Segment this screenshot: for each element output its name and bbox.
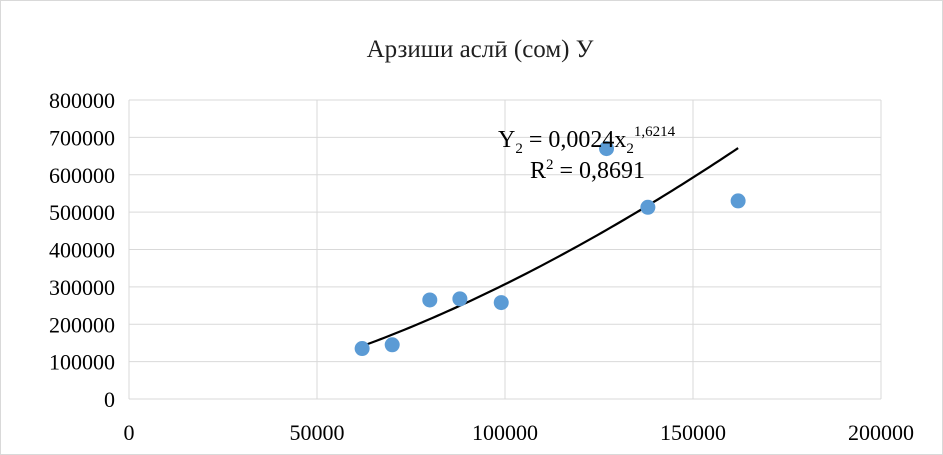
tick-labels: 0100000200000300000400000500000600000700…	[49, 88, 914, 445]
equation-x-subscript: 2	[626, 141, 634, 157]
data-point	[599, 141, 615, 157]
data-point	[640, 199, 656, 215]
data-point	[354, 341, 370, 357]
data-point	[384, 337, 400, 353]
data-point	[422, 292, 438, 308]
y-tick-label: 100000	[49, 350, 115, 375]
y-tick-label: 600000	[49, 163, 115, 188]
x-tick-label: 200000	[848, 420, 914, 445]
x-tick-label: 150000	[660, 420, 726, 445]
equation-y-subscript: 2	[515, 141, 523, 157]
data-point	[452, 291, 468, 307]
chart-title: Арзиши аслӣ (сом) У	[367, 36, 594, 63]
y-tick-label: 300000	[49, 275, 115, 300]
x-tick-label: 50000	[290, 420, 345, 445]
equation-body: = 0,0024x	[523, 127, 627, 153]
y-tick-label: 500000	[49, 200, 115, 225]
equation-y: Y	[498, 127, 515, 153]
y-tick-label: 700000	[49, 125, 115, 150]
power-trendline	[361, 147, 739, 348]
r-squared-r: R	[530, 158, 546, 184]
data-point	[730, 193, 746, 209]
r-squared-superscript: 2	[546, 157, 554, 173]
data-points	[354, 141, 746, 357]
y-tick-label: 200000	[49, 312, 115, 337]
y-tick-label: 0	[104, 387, 115, 412]
x-tick-label: 100000	[472, 420, 538, 445]
trendline-layer	[361, 147, 739, 348]
data-point	[493, 295, 509, 311]
x-tick-label: 0	[124, 420, 135, 445]
r-squared-label: R2 = 0,8691	[530, 157, 645, 184]
equation-exponent: 1,6214	[634, 124, 676, 140]
y-tick-label: 400000	[49, 238, 115, 263]
r-squared-value: = 0,8691	[554, 158, 646, 184]
grid-lines	[128, 99, 882, 400]
trendline-equation: Y2 = 0,0024x21,6214	[498, 124, 676, 157]
y-tick-label: 800000	[49, 88, 115, 113]
